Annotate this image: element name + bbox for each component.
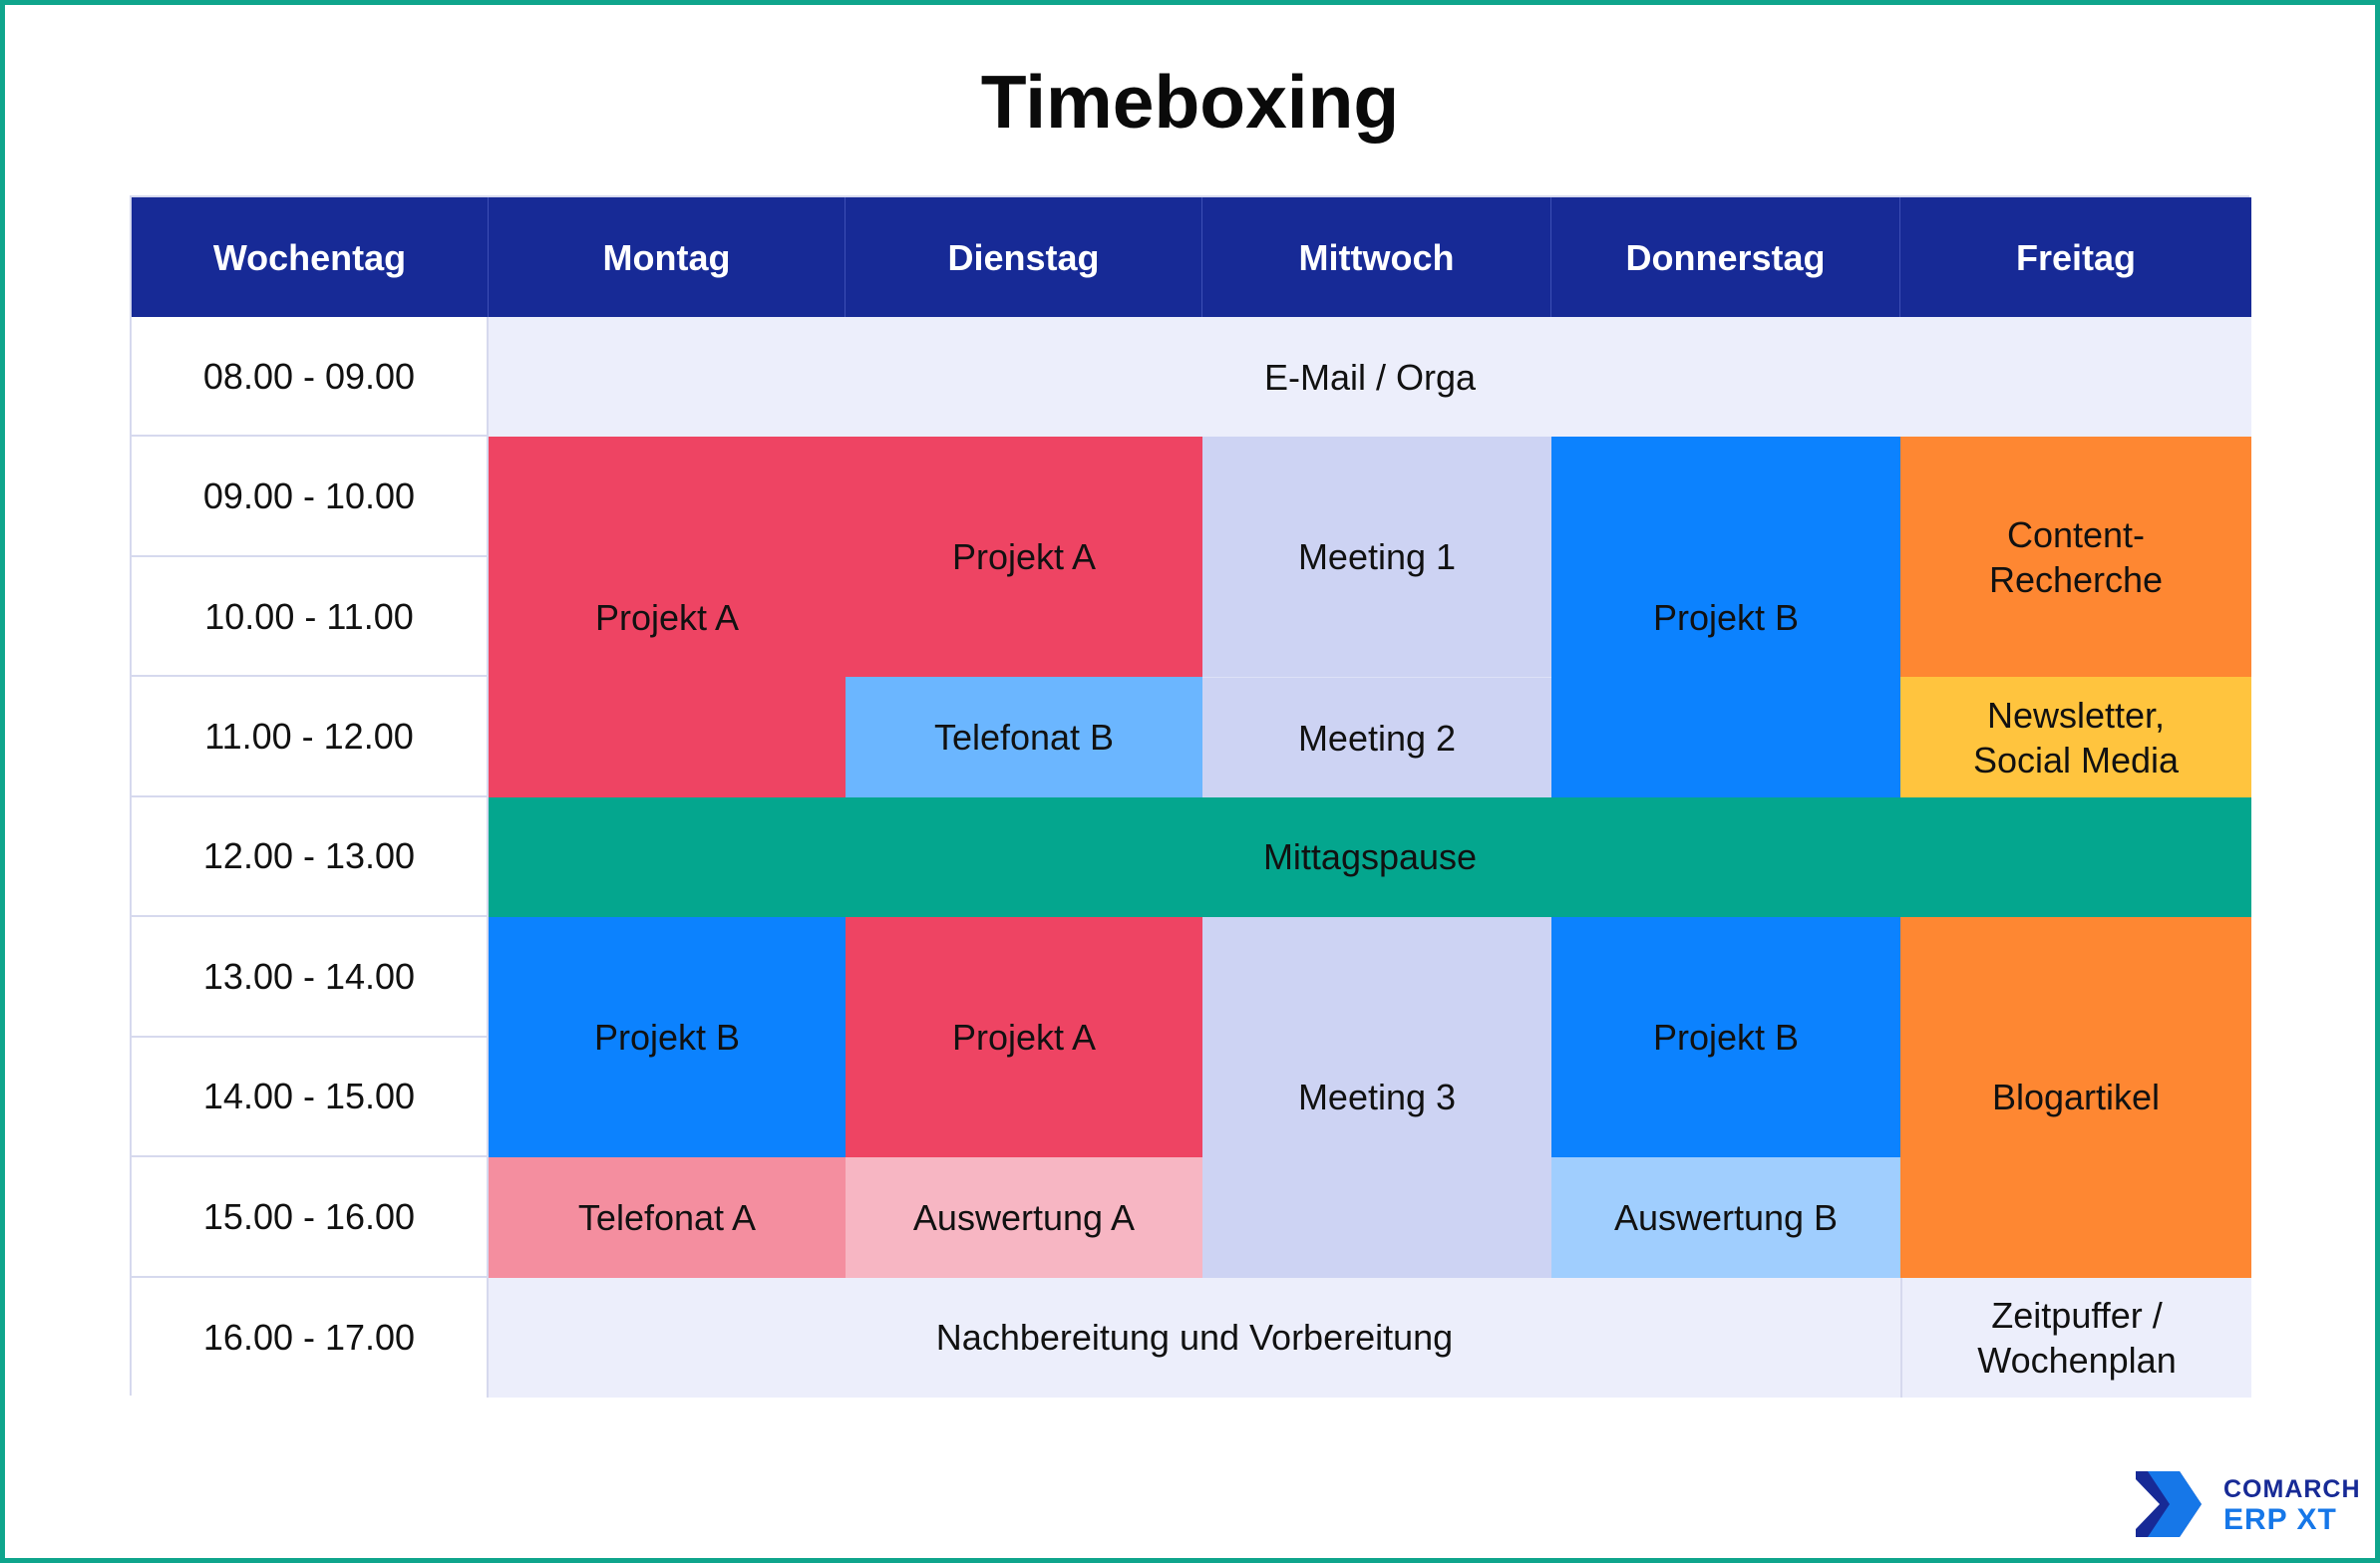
block-mittagspause: Mittagspause: [489, 796, 2251, 918]
block-montag-telefonat-a: Telefonat A: [489, 1157, 846, 1278]
logo-line-1: COMARCH: [2223, 1475, 2361, 1503]
block-dienstag-telefonat-b: Telefonat B: [846, 677, 1202, 797]
time-slot: 16.00 - 17.00: [132, 1277, 489, 1398]
block-freitag-newsletter: Newsletter, Social Media: [1900, 677, 2251, 797]
block-dienstag-auswertung-a: Auswertung A: [846, 1157, 1202, 1278]
timeboxing-table: Wochentag Montag Dienstag Mittwoch Donne…: [130, 195, 2251, 1398]
header-dienstag: Dienstag: [846, 197, 1202, 317]
block-email-orga: E-Mail / Orga: [489, 317, 2251, 438]
logo-line-2: ERP XT: [2223, 1503, 2337, 1536]
header-donnerstag: Donnerstag: [1551, 197, 1900, 317]
comarch-logo: COMARCH ERP XT: [2136, 1471, 2360, 1537]
time-slot: 12.00 - 13.00: [132, 796, 489, 918]
block-montag-projekt-a: Projekt A: [489, 437, 846, 797]
block-freitag-zeitpuffer: Zeitpuffer / Wochenplan: [1900, 1277, 2251, 1398]
comarch-logo-icon: [2136, 1471, 2202, 1537]
time-slot: 14.00 - 15.00: [132, 1037, 489, 1158]
block-nachbereitung: Nachbereitung und Vorbereitung: [489, 1277, 1900, 1398]
block-donnerstag-projekt-b-pm: Projekt B: [1551, 917, 1900, 1158]
block-dienstag-projekt-a: Projekt A: [846, 437, 1202, 678]
time-slot: 10.00 - 11.00: [132, 556, 489, 678]
block-donnerstag-auswertung-b: Auswertung B: [1551, 1157, 1900, 1278]
block-freitag-blogartikel: Blogartikel: [1900, 917, 2251, 1278]
block-mittwoch-meeting-3: Meeting 3: [1202, 917, 1551, 1278]
time-slot: 15.00 - 16.00: [132, 1157, 489, 1278]
page-title: Timeboxing: [980, 60, 1400, 144]
time-slot: 11.00 - 12.00: [132, 677, 489, 797]
block-montag-projekt-b: Projekt B: [489, 917, 846, 1158]
header-mittwoch: Mittwoch: [1202, 197, 1551, 317]
block-mittwoch-meeting-2: Meeting 2: [1202, 677, 1551, 797]
block-dienstag-projekt-a-pm: Projekt A: [846, 917, 1202, 1158]
header-montag: Montag: [489, 197, 846, 317]
block-freitag-content-recherche: Content- Recherche: [1900, 437, 2251, 678]
time-slot: 08.00 - 09.00: [132, 317, 489, 438]
time-slot: 13.00 - 14.00: [132, 917, 489, 1038]
block-mittwoch-meeting-1: Meeting 1: [1202, 437, 1551, 678]
header-freitag: Freitag: [1900, 197, 2251, 317]
header-wochentag: Wochentag: [132, 197, 489, 317]
block-donnerstag-projekt-b: Projekt B: [1551, 437, 1900, 797]
time-slot: 09.00 - 10.00: [132, 437, 489, 557]
